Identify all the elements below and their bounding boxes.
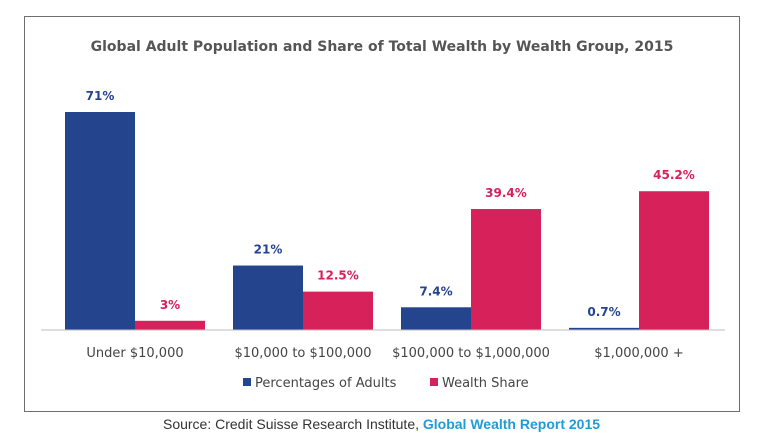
bar-adults-0	[65, 112, 135, 330]
data-label-adults-3: 0.7%	[587, 305, 620, 319]
chart-title: Global Adult Population and Share of Tot…	[90, 39, 674, 55]
legend-swatch-wealth	[430, 378, 438, 386]
bar-wealth-2	[471, 209, 541, 330]
bar-adults-2	[401, 307, 471, 330]
legend-swatch-adults	[243, 378, 251, 386]
report-link[interactable]: Global Wealth Report 2015	[422, 416, 601, 432]
category-label-3: $1,000,000 +	[594, 346, 683, 361]
bar-chart: 71% 3% Under $10,000 21% 12.5% $10,000 to $10…	[41, 89, 725, 391]
data-label-wealth-3: 45.2%	[653, 168, 695, 182]
legend-label-adults: Percentages of Adults	[255, 376, 397, 391]
category-label-2: $100,000 to $1,000,000	[392, 346, 550, 361]
category-label-1: $10,000 to $100,000	[234, 346, 371, 361]
data-label-adults-0: 71%	[86, 89, 115, 103]
chart-frame: Global Adult Population and Share of Tot…	[24, 16, 740, 412]
bar-adults-1	[233, 265, 303, 330]
bar-adults-3	[569, 327, 639, 330]
data-label-adults-1: 21%	[254, 243, 283, 257]
source-caption: Source: Credit Suisse Research Institute…	[0, 416, 763, 432]
data-label-wealth-0: 3%	[160, 298, 180, 312]
data-label-wealth-2: 39.4%	[485, 186, 527, 200]
category-label-0: Under $10,000	[86, 346, 183, 361]
bar-wealth-3	[639, 191, 709, 330]
data-label-adults-2: 7.4%	[419, 284, 452, 298]
bar-wealth-0	[135, 320, 205, 330]
data-label-wealth-1: 12.5%	[317, 269, 359, 283]
bar-wealth-1	[303, 291, 373, 330]
caption-prefix: Source: Credit Suisse Research Institute…	[162, 416, 423, 432]
legend-label-wealth: Wealth Share	[442, 376, 529, 391]
